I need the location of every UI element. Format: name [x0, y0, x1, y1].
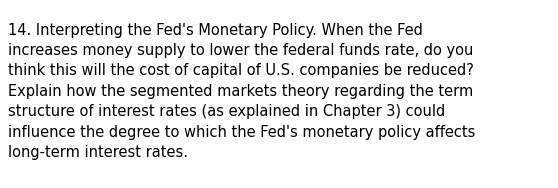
- Text: 14. Interpreting the Fed's Monetary Policy. When the Fed
increases money supply : 14. Interpreting the Fed's Monetary Poli…: [8, 23, 476, 160]
